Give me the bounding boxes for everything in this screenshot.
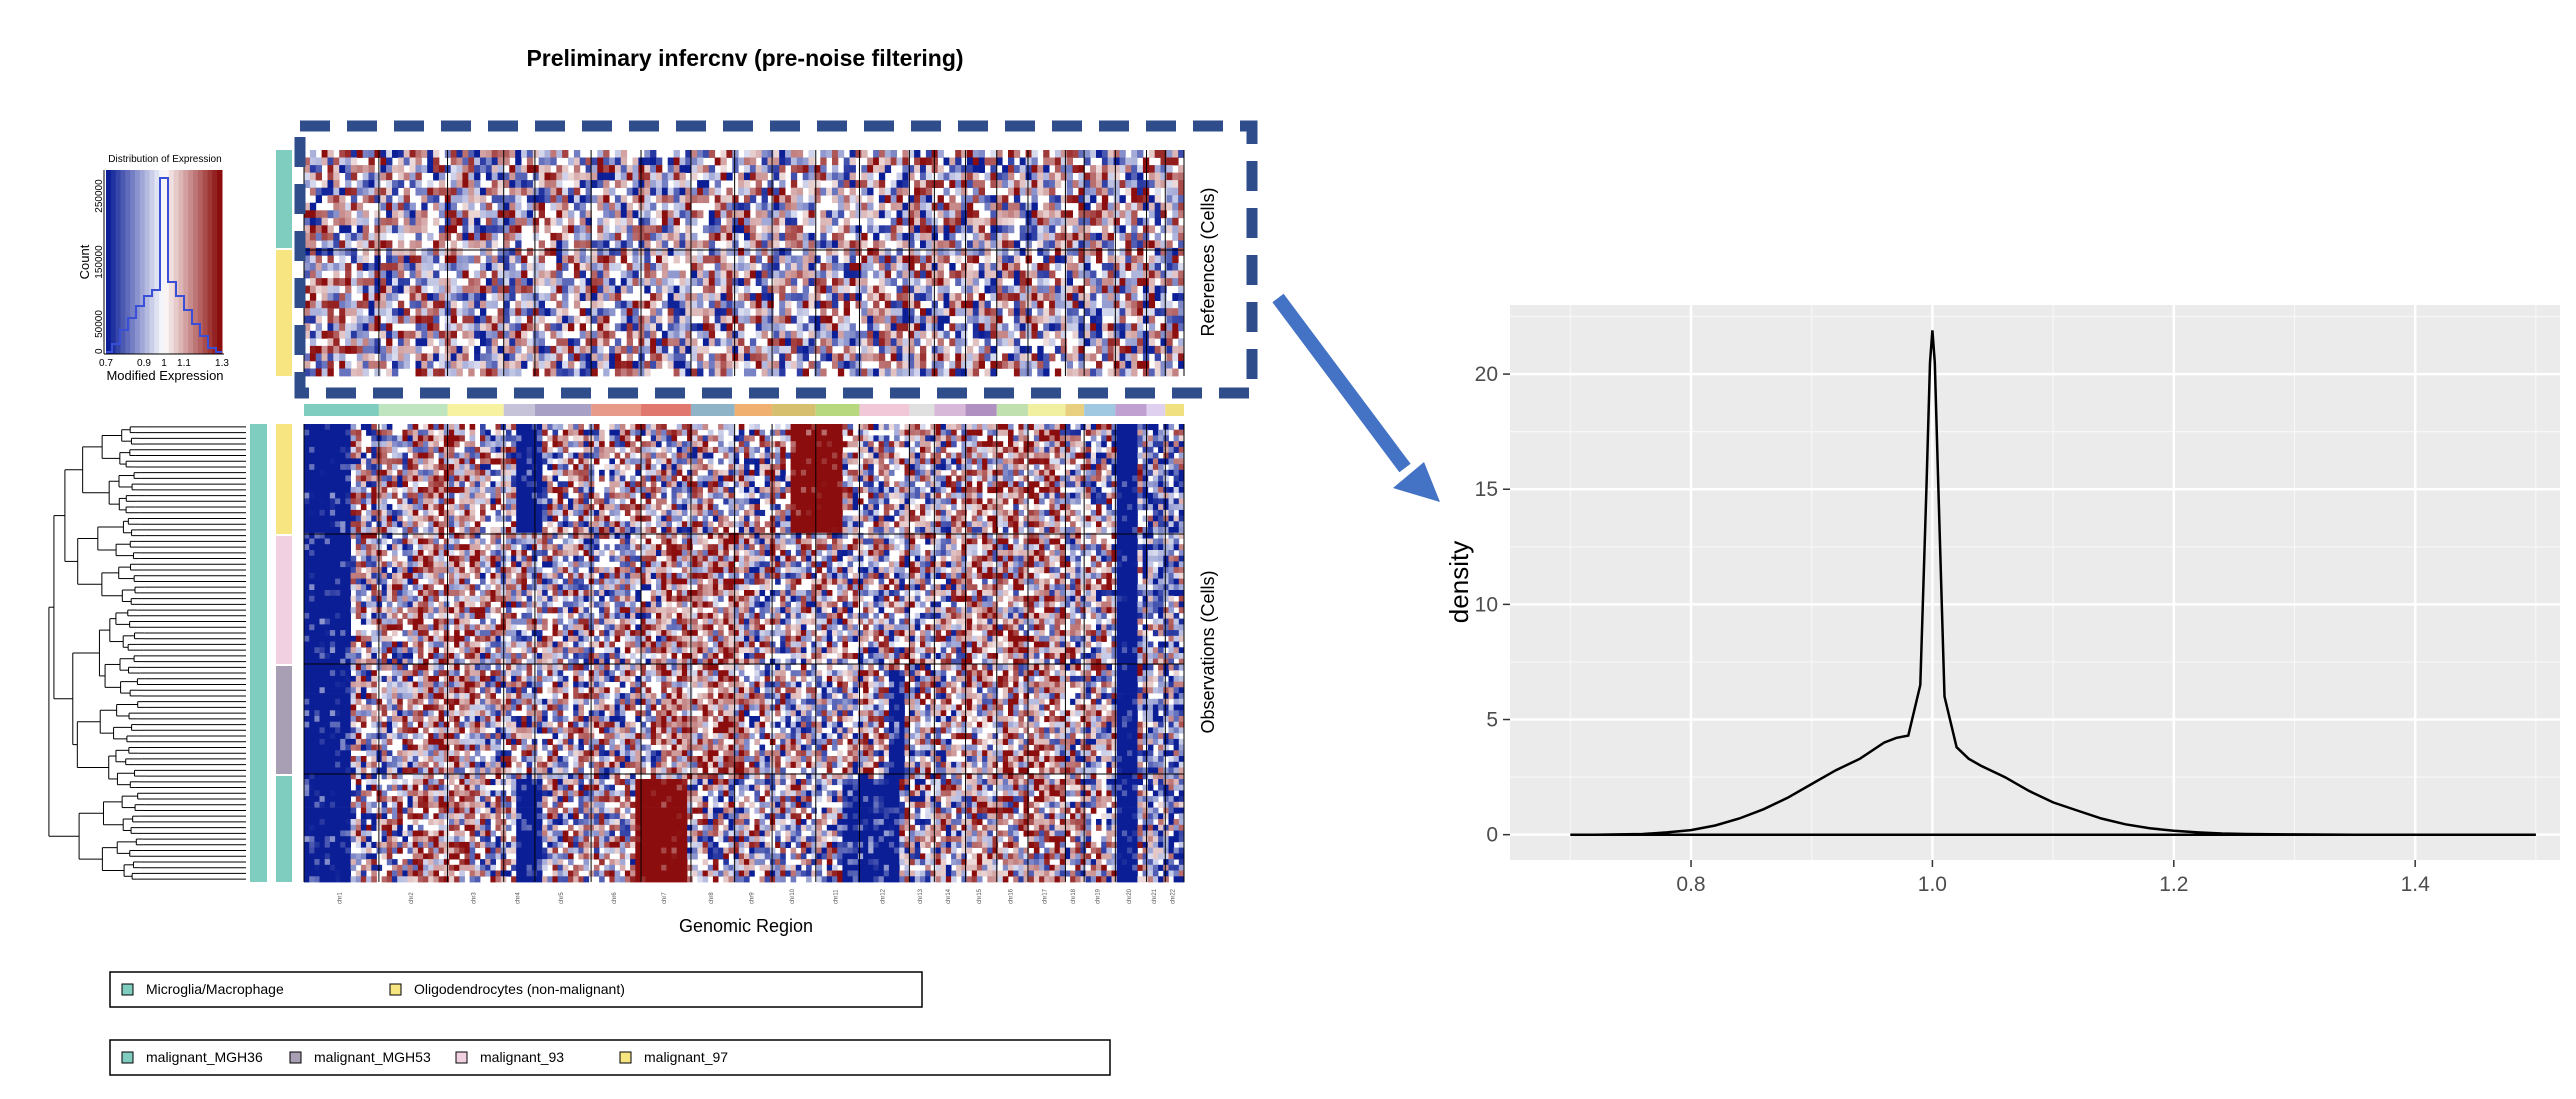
genomic-region-label: Genomic Region: [679, 916, 813, 936]
legend-label-microglia: Microglia/Macrophage: [146, 981, 284, 997]
chromosome-label: chr19: [1096, 888, 1102, 904]
expression-legend-ytick: 150000: [94, 245, 105, 279]
density-xtick-label: 1.4: [2401, 873, 2431, 896]
chromosome-label: chr9: [749, 892, 755, 904]
density-ylabel: density: [1444, 541, 1474, 623]
observations-axis-label: Observations (Cells): [1198, 570, 1218, 733]
references-heatmap: [304, 150, 1184, 376]
legend-label-mgh36: malignant_MGH36: [146, 1049, 263, 1065]
chromosome-label: chr17: [1043, 888, 1049, 904]
chromosome-label: chr2: [409, 892, 415, 904]
expression-legend-xlabel: Modified Expression: [106, 368, 223, 383]
density-ytick-label: 20: [1475, 363, 1498, 386]
infercnv-title: Preliminary infercnv (pre-noise filterin…: [526, 45, 963, 71]
expression-legend-ytick: 250000: [94, 179, 105, 213]
chromosome-label: chr7: [662, 892, 668, 904]
chromosome-label: chr6: [612, 892, 618, 904]
reference-annotation-bar: [276, 150, 292, 376]
observation-annotation-bar-2: [276, 424, 292, 882]
chromosome-tick-labels: chr1 chr2 chr3 chr4 chr5 chr6 chr7 chr8 chr9 chr1…: [337, 888, 1176, 904]
density-xtick-label: 0.8: [1676, 873, 1705, 896]
legend-swatch-mgh53: [290, 1052, 301, 1063]
expression-legend-ytick: 0: [94, 348, 105, 354]
chromosome-label: chr18: [1071, 888, 1077, 904]
chromosome-label: chr15: [977, 888, 983, 904]
observation-annotation-bar-1: [250, 424, 267, 882]
chromosome-color-bar: [304, 404, 1184, 416]
legend-swatch-mgh36: [122, 1052, 133, 1063]
chromosome-label: chr3: [472, 892, 478, 904]
chromosome-label: chr11: [834, 889, 840, 904]
chromosome-label: chr22: [1171, 888, 1177, 904]
expression-legend-title: Distribution of Expression: [108, 154, 221, 165]
legend-label-oligodendrocytes: Oligodendrocytes (non-malignant): [414, 981, 625, 997]
expression-legend: Distribution of Expression Count 0 50000…: [77, 154, 229, 383]
legend-swatch-microglia: [122, 984, 133, 995]
density-xtick-label: 1.2: [2159, 873, 2188, 896]
legend-swatch-oligodendrocytes: [390, 984, 401, 995]
chromosome-label: chr21: [1152, 888, 1158, 904]
chromosome-label: chr20: [1127, 888, 1133, 904]
observation-dendrogram: [49, 427, 246, 879]
density-ytick-label: 15: [1475, 478, 1498, 501]
chromosome-label: chr12: [880, 888, 886, 904]
chromosome-label: chr8: [709, 892, 715, 904]
legend-label-93: malignant_93: [480, 1049, 564, 1065]
density-plot: 0.8 1.0 1.2 1.4 0 5 10 15 20 density: [1444, 305, 2560, 896]
density-xtick-label: 1.0: [1918, 873, 1947, 896]
observations-heatmap: [304, 424, 1184, 882]
expression-legend-y-ticks: 0 50000 150000 250000: [94, 179, 105, 354]
legend-swatch-93: [456, 1052, 467, 1063]
density-y-ticks: 0 5 10 15 20: [1475, 363, 1510, 847]
legend-swatch-97: [620, 1052, 631, 1063]
chromosome-label: chr1: [337, 892, 343, 904]
legend-label-97: malignant_97: [644, 1049, 728, 1065]
expression-legend-ylabel: Count: [77, 244, 92, 279]
legend-observations: malignant_MGH36 malignant_MGH53 malignan…: [110, 1040, 1110, 1075]
density-x-ticks: 0.8 1.0 1.2 1.4: [1676, 860, 2430, 896]
expression-legend-gradient: [106, 170, 223, 354]
expression-legend-ytick: 50000: [94, 310, 105, 338]
chromosome-label: chr16: [1008, 888, 1014, 904]
density-ytick-label: 0: [1486, 824, 1498, 847]
arrow-to-density: [1278, 298, 1440, 502]
chromosome-label: chr14: [946, 888, 952, 904]
chromosome-label: chr4: [515, 892, 521, 904]
legend-label-mgh53: malignant_MGH53: [314, 1049, 431, 1065]
legend-references: Microglia/Macrophage Oligodendrocytes (n…: [110, 972, 922, 1007]
chromosome-label: chr5: [559, 892, 565, 904]
density-ytick-label: 5: [1486, 709, 1498, 732]
chromosome-label: chr10: [790, 888, 796, 904]
references-axis-label: References (Cells): [1198, 187, 1218, 336]
density-ytick-label: 10: [1475, 593, 1498, 616]
chromosome-label: chr13: [918, 888, 924, 904]
